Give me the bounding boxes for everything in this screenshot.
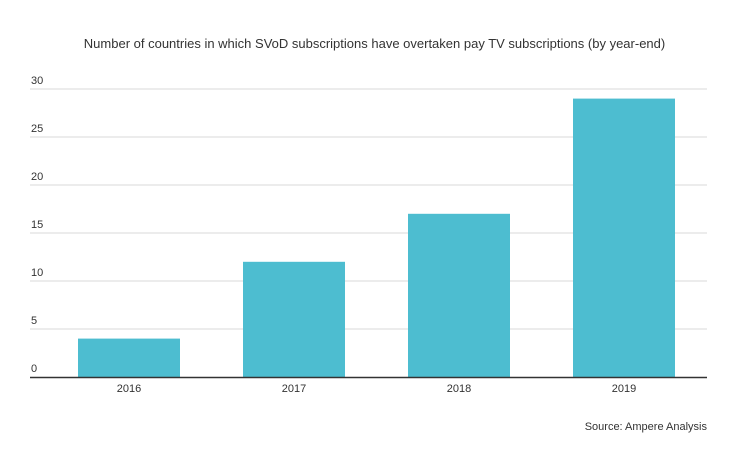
- y-tick-label: 20: [31, 171, 43, 183]
- bar-2017: [243, 261, 345, 377]
- y-tick-label: 15: [31, 219, 43, 231]
- x-tick-label: 2019: [612, 383, 636, 395]
- y-tick-label: 5: [31, 315, 37, 327]
- x-tick-label: 2017: [282, 383, 306, 395]
- source-note: Source: Ampere Analysis: [584, 421, 707, 433]
- bar-2016: [78, 338, 180, 377]
- y-tick-label: 0: [31, 363, 37, 375]
- x-tick-label: 2016: [117, 383, 141, 395]
- y-tick-label: 25: [31, 123, 43, 135]
- y-tick-label: 30: [31, 75, 43, 87]
- y-tick-label: 10: [31, 267, 43, 279]
- chart-title: Number of countries in which SVoD subscr…: [83, 36, 666, 51]
- x-tick-label: 2018: [447, 383, 471, 395]
- bar-2019: [573, 98, 675, 377]
- bar-2018: [408, 213, 510, 377]
